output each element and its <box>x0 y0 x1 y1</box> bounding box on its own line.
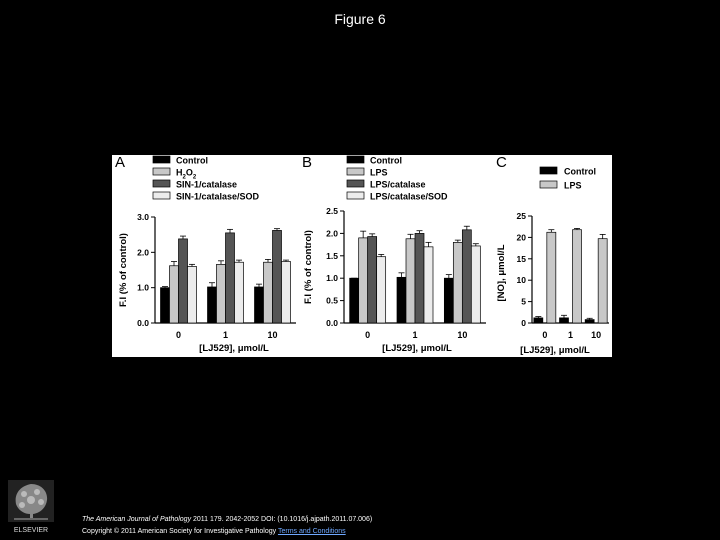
panel-b-y-tick-label-1: 0.5 <box>326 296 338 306</box>
panel-a-bar-1-0 <box>169 265 179 324</box>
panel-a-y-tick-label-1: 1.0 <box>137 283 149 293</box>
panel-b-legend-swatch-3 <box>346 191 365 200</box>
legend-label-panel-c-1: LPS <box>564 181 582 191</box>
panel-a-bar-0-0 <box>160 287 170 324</box>
terms-link[interactable]: Terms and Conditions <box>277 528 346 535</box>
legend-label-panel-a-0: Control <box>176 156 208 166</box>
panel-b-x-axis-label: [LJ529], μmol/L <box>382 343 452 354</box>
panel-b-bar-2-2 <box>461 229 472 324</box>
panel-c-bar-0-2 <box>584 319 595 324</box>
elsevier-logo: ELSEVIER <box>8 480 54 534</box>
panel-a-y-tick-label-2: 2.0 <box>137 247 149 257</box>
panel-b-bar-3-0 <box>376 256 387 324</box>
doi-citation: 2011 179. 2042-2052 DOI: (10.1016/j.ajpa… <box>191 516 373 523</box>
panel-a-bar-2-2 <box>272 230 282 324</box>
panel-b-x-tick-label-1: 1 <box>412 330 417 340</box>
panel-c-bar-0-1 <box>559 317 569 324</box>
panel-a-x-tick-label-2: 10 <box>267 330 277 340</box>
panel-c-bar-0-0 <box>533 317 544 324</box>
panel-c-y-tick-label-5: 25 <box>517 211 527 221</box>
panel-b-y-tick-label-0: 0.0 <box>326 318 338 328</box>
figure-title: Figure 6 <box>334 11 386 27</box>
legend-label-panel-b-0: Control <box>370 156 402 166</box>
panel-c-bar-1-0 <box>546 231 557 324</box>
panel-c-legend-swatch-0 <box>539 166 558 175</box>
panel-b-y-tick-label-2: 1.0 <box>326 273 338 283</box>
panel-a-bar-3-0 <box>187 266 197 324</box>
panel-a-bar-1-1 <box>216 263 226 324</box>
panel-a-bar-0-2 <box>254 286 264 324</box>
panel-b-y-tick-label-4: 2.0 <box>326 228 338 238</box>
panel-a-bar-3-2 <box>281 261 291 324</box>
panel-c-y-tick-label-2: 10 <box>517 275 527 285</box>
panel-b-bar-0-1 <box>396 276 407 324</box>
panel-c-letter: C <box>496 155 507 171</box>
panel-a-letter: A <box>115 155 125 171</box>
panel-c-x-tick-label-0: 0 <box>542 330 547 340</box>
footer-copyright-line: Copyright © 2011 American Society for In… <box>82 528 346 535</box>
legend-label-panel-a-3: SIN-1/catalase/SOD <box>176 192 260 202</box>
panel-b-bar-0-2 <box>443 277 454 324</box>
panel-b-bar-2-0 <box>367 236 378 324</box>
footer-citation-line: The American Journal of Pathology 2011 1… <box>82 516 372 523</box>
panel-b-y-tick-label-5: 2.5 <box>326 206 338 216</box>
panel-b-x-tick-label-0: 0 <box>365 330 370 340</box>
panel-a-legend-swatch-3 <box>152 191 171 200</box>
copyright-text: Copyright © 2011 American Society for In… <box>82 528 277 535</box>
legend-label-panel-b-3: LPS/catalase/SOD <box>370 192 448 202</box>
panel-b-y-axis-label: F.I (% of control) <box>303 230 314 304</box>
panel-b-legend-swatch-1 <box>346 167 365 176</box>
panel-b-y-tick-label-3: 1.5 <box>326 251 338 261</box>
panel-c-x-tick-label-2: 10 <box>591 330 601 340</box>
legend-label-panel-a-2: SIN-1/catalase <box>176 180 237 190</box>
panel-c-x-axis-label: [LJ529], μmol/L <box>520 345 590 356</box>
panel-c-y-tick-label-1: 5 <box>521 297 526 307</box>
panel-b-legend-swatch-0 <box>346 155 365 164</box>
panel-b-bar-1-1 <box>405 238 416 324</box>
legend-label-panel-a-1: H2O2 <box>176 168 197 181</box>
panel-a-legend-swatch-2 <box>152 179 171 188</box>
panel-b-bar-1-0 <box>358 237 369 324</box>
panel-c-bar-1-2 <box>597 238 608 324</box>
panel-c-y-axis-label: [NO], μmol/L <box>496 244 507 301</box>
legend-label-panel-c-0: Control <box>564 167 596 177</box>
panel-c-y-tick-label-4: 20 <box>517 232 527 242</box>
panel-a-x-axis-label: [LJ529], μmol/L <box>199 343 269 354</box>
logo-text: ELSEVIER <box>14 527 48 534</box>
panel-a-bar-2-0 <box>178 238 188 324</box>
panel-b-bar-2-1 <box>414 233 425 324</box>
panel-b-bar-3-1 <box>423 246 434 324</box>
journal-name: The American Journal of Pathology <box>82 516 192 523</box>
panel-a-bar-0-1 <box>207 286 217 324</box>
panel-b-legend-swatch-2 <box>346 179 365 188</box>
panel-b-bar-0-0 <box>349 277 360 324</box>
panel-a-x-tick-label-1: 1 <box>223 330 228 340</box>
panel-b-bar-3-2 <box>470 245 481 324</box>
panel-b-bar-1-2 <box>452 242 463 324</box>
panel-c-y-tick-label-0: 0 <box>521 318 526 328</box>
panel-b-x-tick-label-2: 10 <box>457 330 467 340</box>
panel-a-legend-swatch-0 <box>152 155 171 164</box>
panel-a-y-tick-label-0: 0.0 <box>137 318 149 328</box>
panel-a-y-axis-label: F.I (% of control) <box>118 233 129 307</box>
panel-a-bar-1-2 <box>263 261 273 324</box>
panel-c-y-tick-label-3: 15 <box>517 254 527 264</box>
panel-a-bar-3-1 <box>234 261 244 324</box>
panel-a-y-tick-label-3: 3.0 <box>137 212 149 222</box>
panel-c-x-tick-label-1: 1 <box>568 330 573 340</box>
legend-label-panel-b-1: LPS <box>370 168 388 178</box>
panel-a-x-tick-label-0: 0 <box>176 330 181 340</box>
figure-panel-container: A Control H2O2 SIN-1/catalase SIN-1/catalase… <box>112 154 612 357</box>
panel-c-bar-1-1 <box>572 229 582 324</box>
panel-a-bar-2-1 <box>225 232 235 324</box>
panel-a-legend-swatch-1 <box>152 167 171 176</box>
legend-label-panel-b-2: LPS/catalase <box>370 180 426 190</box>
panel-b-letter: B <box>302 155 312 171</box>
panel-c-legend-swatch-1 <box>539 180 558 189</box>
